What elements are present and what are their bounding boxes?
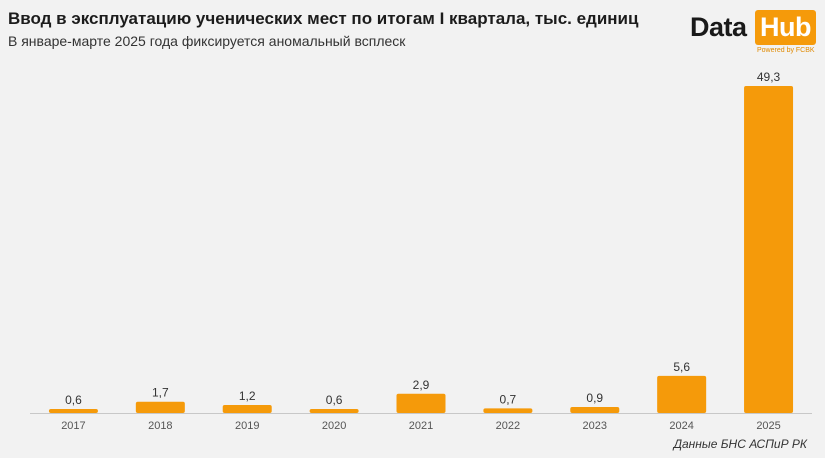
x-tick-label-2021: 2021 [409,420,433,432]
chart-title: Ввод в эксплуатацию ученических мест по … [8,9,639,28]
x-tick-label-2022: 2022 [496,420,520,432]
bar-2018 [135,401,185,413]
value-label-2017: 0,6 [65,393,82,407]
value-label-2019: 1,2 [239,389,256,403]
chart-subtitle: В январе-марте 2025 года фиксируется ано… [8,33,406,49]
x-tick-label-2023: 2023 [583,420,607,432]
x-tick-label-2017: 2017 [61,420,85,432]
bar-2021 [396,393,446,413]
logo-word-hub: Hub [755,10,816,45]
bar-2024 [657,375,707,413]
value-label-2018: 1,7 [152,386,169,400]
datahub-logo: Data Hub Powered by FCBK [688,9,818,57]
value-label-2022: 0,7 [500,392,517,406]
x-tick-label-2020: 2020 [322,420,346,432]
value-label-2024: 5,6 [673,360,690,374]
bar-2017 [48,409,98,413]
value-label-2020: 0,6 [326,393,343,407]
x-tick-label-2024: 2024 [669,420,693,432]
x-tick-label-2018: 2018 [148,420,172,432]
logo-tagline: Powered by FCBK [757,47,815,54]
x-tick-label-2019: 2019 [235,420,259,432]
value-label-2023: 0,9 [586,391,603,405]
bar-2020 [309,409,359,413]
bar-2023 [570,407,620,413]
data-source-note: Данные БНС АСПиР РК [673,437,807,451]
x-tick-label-2025: 2025 [756,420,780,432]
bar-2022 [483,408,533,413]
bar-2019 [222,405,272,413]
value-label-2025: 49,3 [757,70,781,84]
value-label-2021: 2,9 [413,378,430,392]
bar-2025 [744,86,794,413]
logo-word-data: Data [690,12,747,42]
